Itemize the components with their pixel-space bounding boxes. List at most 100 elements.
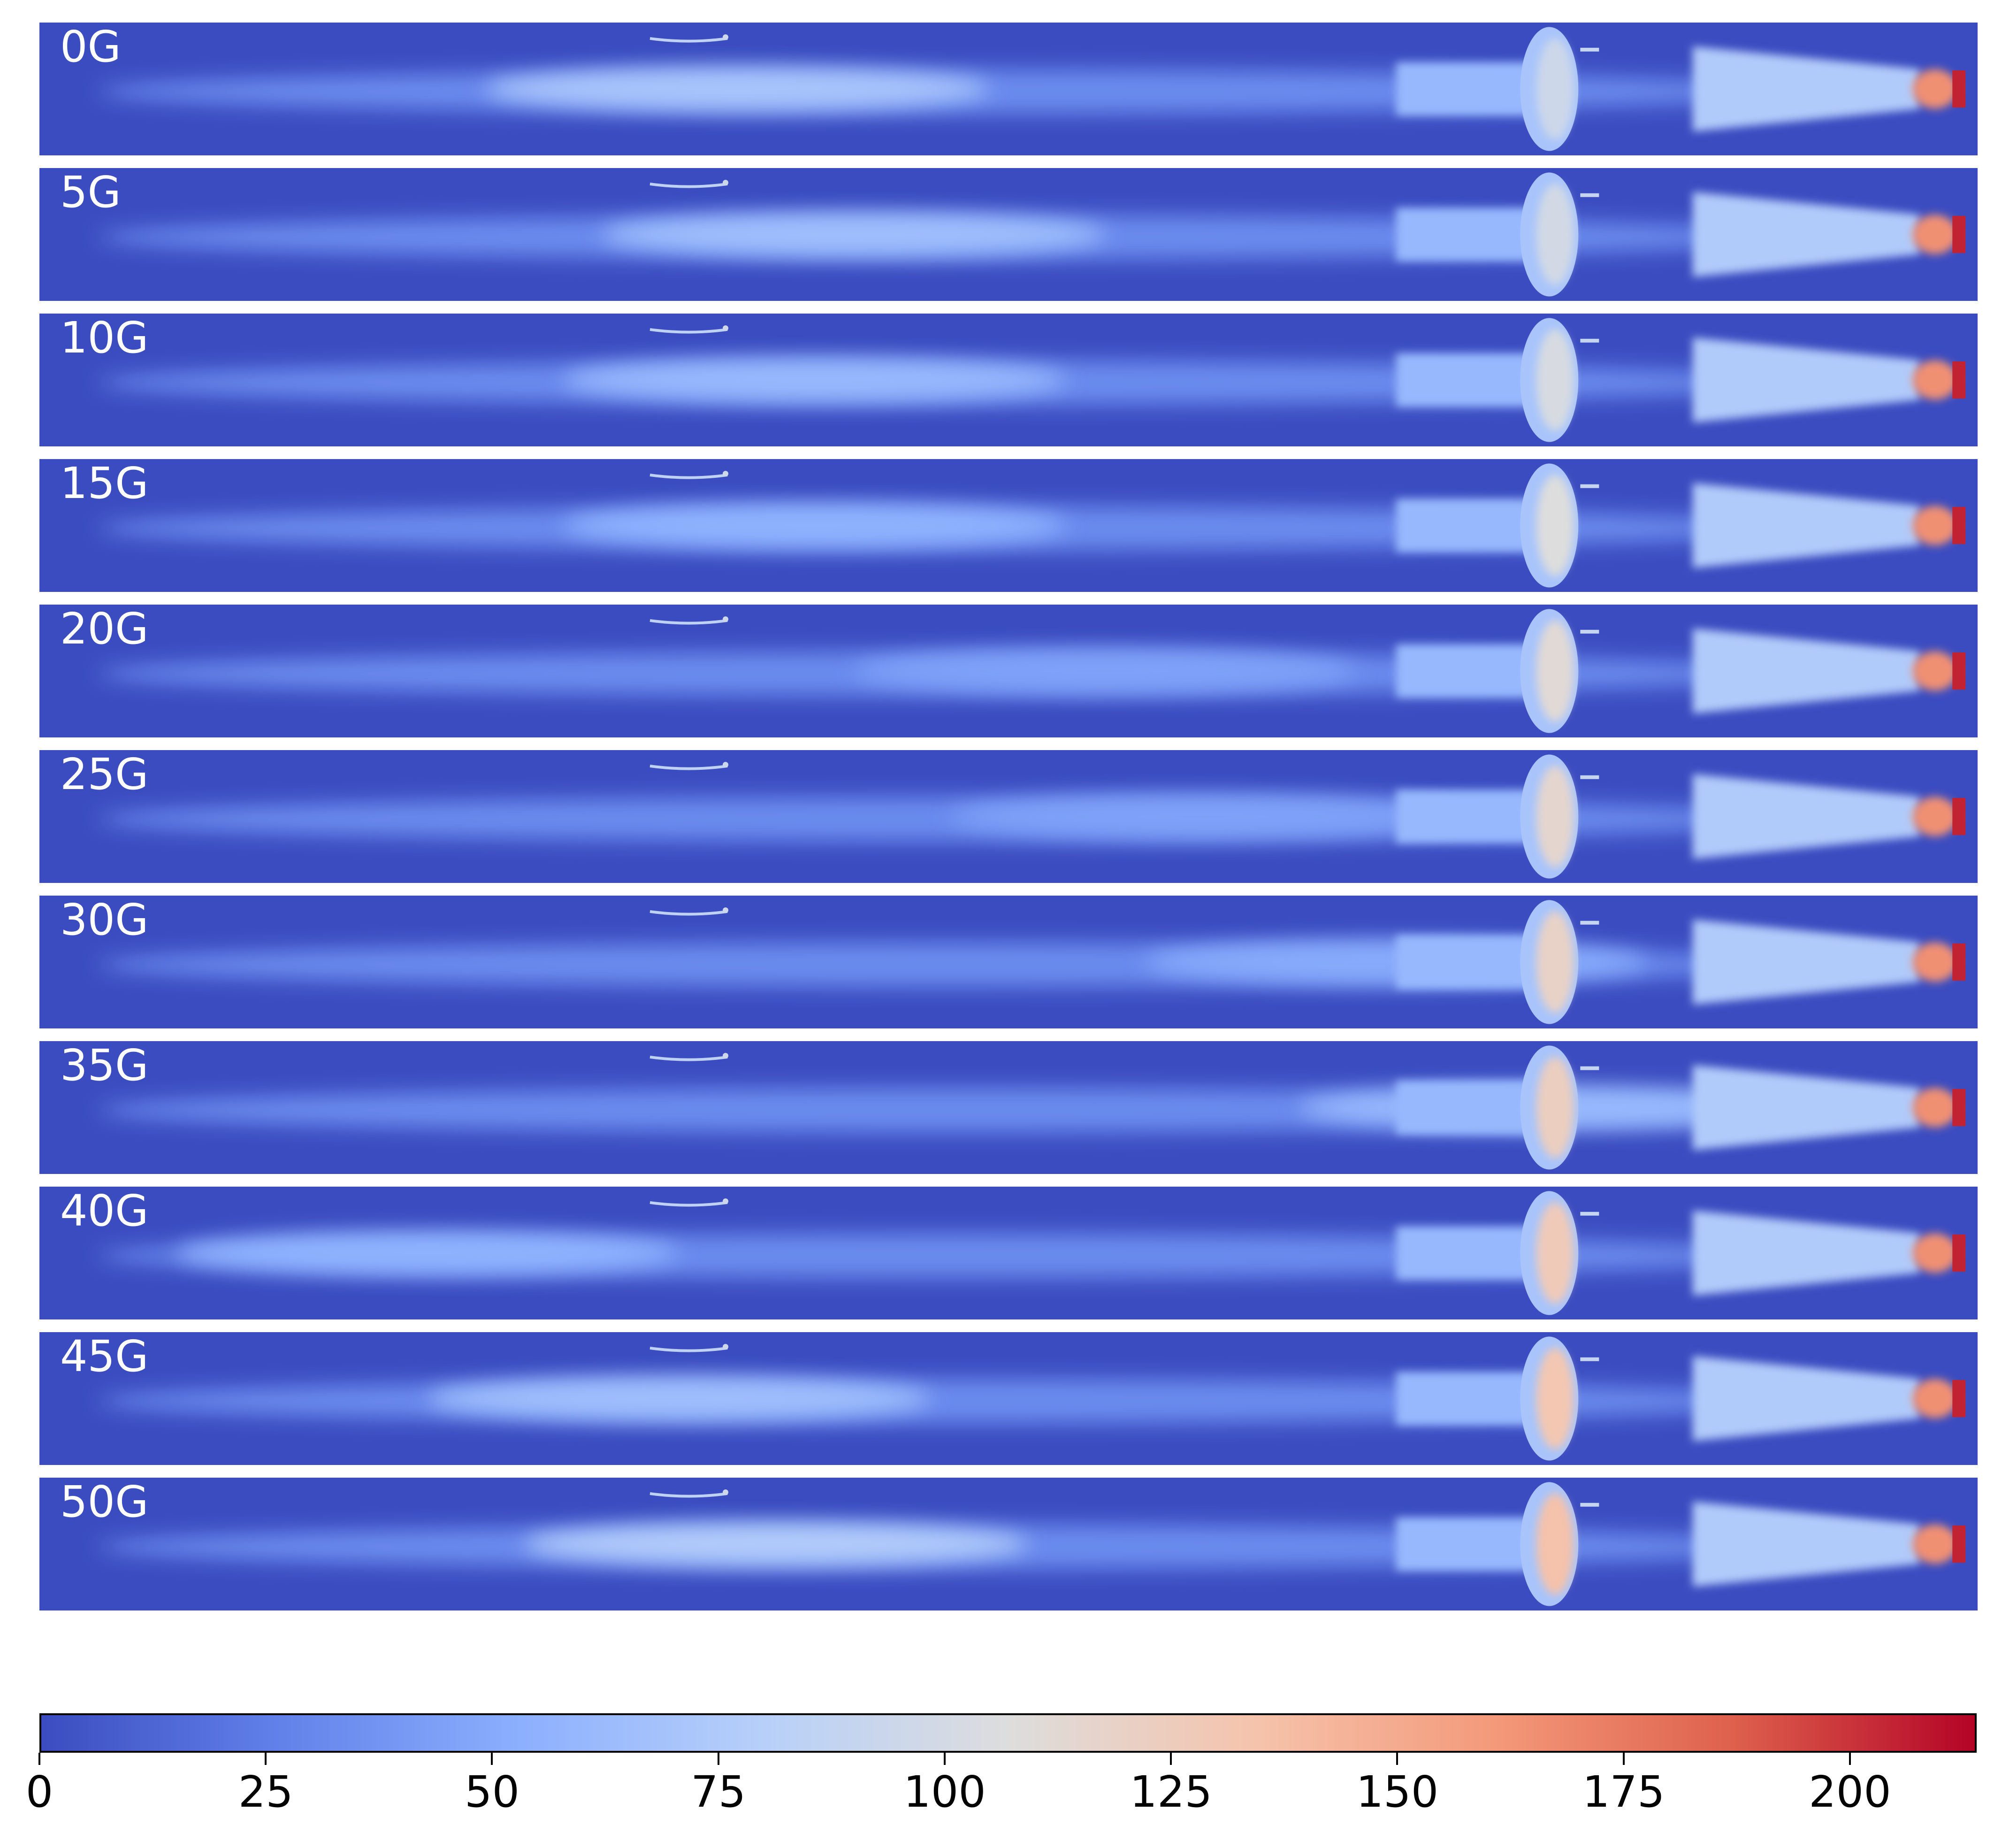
nozzle-core: [1952, 1525, 1966, 1563]
panel-label: 50G: [60, 1478, 149, 1527]
heatmap-image: [39, 605, 1978, 737]
lens-mark: [1580, 920, 1599, 925]
lens-core: [1536, 184, 1574, 285]
colorbar-tick: [38, 1753, 40, 1765]
top-dot: [723, 325, 729, 331]
beam-glow: [853, 649, 1358, 693]
top-dot: [723, 1198, 729, 1204]
lens-core: [1536, 475, 1574, 576]
colorbar-tick-label: 100: [903, 1767, 986, 1817]
heatmap-panel: 50G: [39, 1478, 1978, 1610]
colorbar-tick-label: 75: [691, 1767, 746, 1817]
colorbar-tick: [943, 1753, 946, 1765]
heatmap-panel: 40G: [39, 1187, 1978, 1319]
panel-label: 5G: [60, 168, 121, 217]
colorbar-tick: [265, 1753, 267, 1765]
colorbar-tick-label: 50: [464, 1767, 520, 1817]
panel-label: 10G: [60, 314, 149, 363]
lens-mark: [1580, 1066, 1599, 1070]
panel-label: 15G: [60, 459, 149, 508]
top-arc: [650, 1346, 728, 1352]
lens-core: [1536, 1348, 1574, 1449]
beam-right-section: [1396, 62, 1532, 116]
nozzle-hot: [1912, 797, 1958, 836]
heatmap-panel: 30G: [39, 896, 1978, 1028]
panel-label: 30G: [60, 896, 149, 945]
top-dot: [723, 471, 729, 477]
nozzle-core: [1952, 1380, 1966, 1418]
lens-mark: [1580, 484, 1599, 488]
beam-right-section: [1396, 644, 1532, 698]
top-dot: [723, 180, 729, 186]
lens-mark: [1580, 338, 1599, 343]
panel-label: 20G: [60, 605, 149, 654]
lens-mark: [1580, 193, 1599, 197]
heatmap-image: [39, 1332, 1978, 1465]
top-arc: [650, 328, 728, 334]
lens-core: [1536, 620, 1574, 722]
nozzle-core: [1952, 70, 1966, 108]
colorbar-tick-label: 175: [1582, 1767, 1665, 1817]
nozzle-core: [1952, 797, 1966, 836]
nozzle-plume: [1692, 46, 1920, 132]
colorbar-tick: [1170, 1753, 1172, 1765]
panel-label: 40G: [60, 1187, 149, 1236]
colorbar-tick-label: 125: [1130, 1767, 1213, 1817]
beam-right-section: [1396, 1372, 1532, 1426]
colorbar-tick: [1396, 1753, 1398, 1765]
nozzle-core: [1952, 1234, 1966, 1272]
lens-core: [1536, 766, 1574, 867]
beam-right-section: [1396, 790, 1532, 843]
colorbar: [39, 1713, 1977, 1753]
nozzle-core: [1952, 1089, 1966, 1127]
panel-label: 35G: [60, 1041, 149, 1090]
heatmap-panel: 10G: [39, 314, 1978, 446]
panel-label: 0G: [60, 23, 121, 72]
heatmap-image: [39, 750, 1978, 883]
panel-label: 45G: [60, 1332, 149, 1381]
nozzle-hot: [1912, 651, 1958, 691]
lens-mark: [1580, 1357, 1599, 1361]
nozzle-hot: [1912, 942, 1958, 982]
lens-mark: [1580, 629, 1599, 634]
heatmap-panel: 35G: [39, 1041, 1978, 1174]
top-arc: [650, 764, 728, 770]
nozzle-hot: [1912, 1524, 1958, 1564]
heatmap-image: [39, 23, 1978, 155]
colorbar-tick: [717, 1753, 719, 1765]
nozzle-plume: [1692, 1210, 1920, 1296]
beam-right-section: [1396, 1517, 1532, 1571]
heatmap-image: [39, 168, 1978, 301]
nozzle-hot: [1912, 1379, 1958, 1419]
lens-core: [1536, 911, 1574, 1013]
heatmap-panel: 15G: [39, 459, 1978, 592]
top-arc: [650, 473, 728, 479]
beam-glow: [175, 1231, 679, 1275]
nozzle-plume: [1692, 192, 1920, 277]
lens-core: [1536, 1493, 1574, 1595]
heatmap-image: [39, 1478, 1978, 1610]
lens-mark: [1580, 1212, 1599, 1216]
heatmap-panel: 20G: [39, 605, 1978, 737]
nozzle-hot: [1912, 1233, 1958, 1273]
panel-label: 25G: [60, 750, 149, 799]
colorbar-tick: [1849, 1753, 1851, 1765]
top-dot: [723, 762, 729, 768]
colorbar-tick-label: 25: [238, 1767, 293, 1817]
nozzle-plume: [1692, 337, 1920, 423]
lens-mark: [1580, 775, 1599, 779]
beam-glow: [950, 795, 1454, 838]
top-arc: [650, 619, 728, 625]
nozzle-plume: [1692, 1356, 1920, 1442]
nozzle-plume: [1692, 774, 1920, 859]
nozzle-core: [1952, 506, 1966, 544]
colorbar-tick-label: 150: [1356, 1767, 1439, 1817]
beam-right-section: [1396, 353, 1532, 407]
nozzle-plume: [1692, 919, 1920, 1005]
colorbar-axis: 0 25 50 75 100 125 150 175 200: [26, 1753, 1978, 1828]
top-arc: [650, 1492, 728, 1498]
nozzle-hot: [1912, 215, 1958, 254]
top-arc: [650, 910, 728, 916]
colorbar-tick: [491, 1753, 493, 1765]
top-arc: [650, 37, 728, 43]
